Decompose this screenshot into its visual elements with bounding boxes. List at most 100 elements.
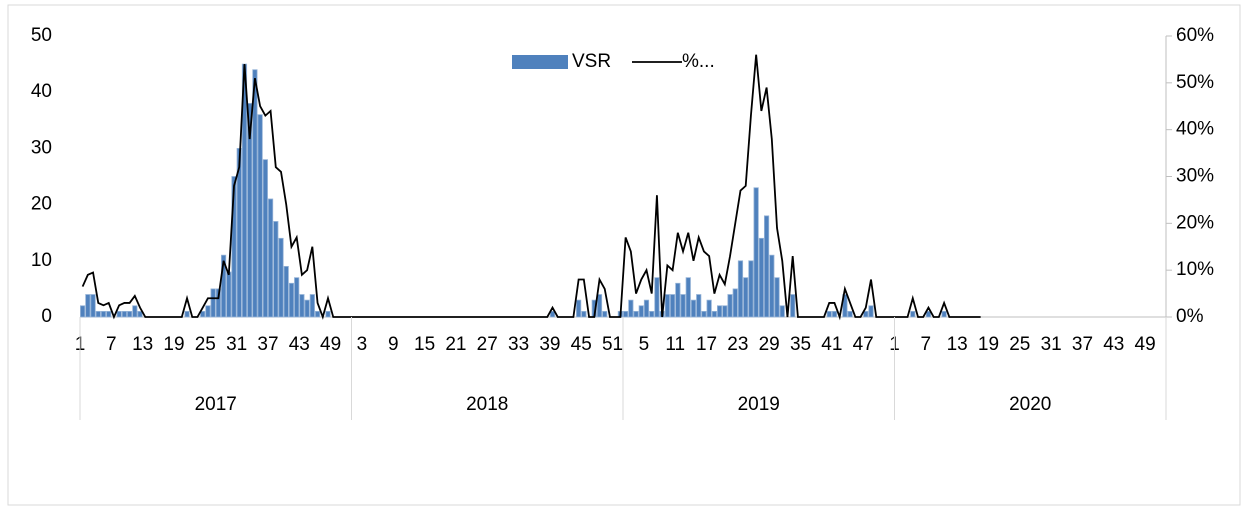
line <box>81 54 981 321</box>
x-tick-label: 27 <box>477 334 498 355</box>
bar <box>863 310 869 318</box>
bar <box>549 310 556 318</box>
bar <box>304 299 310 318</box>
x-tick-label: 45 <box>571 334 592 355</box>
bar <box>283 266 289 318</box>
bar <box>769 254 775 318</box>
bar <box>236 147 242 318</box>
bar <box>649 310 655 318</box>
bar <box>826 310 832 318</box>
bar <box>262 159 268 318</box>
bar <box>722 305 728 318</box>
y-tick-label: 0 <box>41 306 52 327</box>
bar <box>252 69 258 318</box>
bar <box>596 294 603 318</box>
bar <box>706 299 712 318</box>
bar <box>743 277 749 318</box>
x-tick-label: 39 <box>539 334 560 355</box>
x-tick-label: 7 <box>106 334 117 355</box>
legend-swatch <box>512 55 568 69</box>
y2-tick-label: 50% <box>1176 72 1214 93</box>
bar <box>90 294 96 318</box>
x-tick-label: 31 <box>226 334 247 355</box>
x-tick-label: 11 <box>665 334 685 355</box>
bar <box>231 176 237 318</box>
bar <box>273 221 279 318</box>
bar <box>925 310 932 318</box>
group-label: 2019 <box>738 394 780 415</box>
bar <box>132 305 138 318</box>
bar <box>576 299 582 318</box>
bar <box>680 294 686 318</box>
bar <box>732 288 738 318</box>
bar <box>664 294 670 318</box>
bar <box>941 310 947 318</box>
x-tick-label: 31 <box>1041 334 1062 355</box>
group-label: 2020 <box>1009 394 1051 415</box>
bar <box>116 310 122 318</box>
bar <box>779 305 785 318</box>
bar <box>716 305 723 318</box>
bar <box>623 310 629 318</box>
x-tick-label: 37 <box>257 334 278 355</box>
x-tick-label: 47 <box>853 334 874 355</box>
bar <box>210 288 216 318</box>
bar <box>226 271 232 318</box>
y-tick-label: 50 <box>31 25 52 46</box>
bar <box>685 277 691 318</box>
y2-tick-label: 10% <box>1176 259 1214 280</box>
bar <box>910 310 916 318</box>
y2-tick-label: 40% <box>1176 119 1214 140</box>
bar <box>220 254 227 318</box>
bar <box>790 294 796 318</box>
x-tick-label: 35 <box>790 334 811 355</box>
y2-tick-label: 20% <box>1176 212 1214 233</box>
legend-label: VSR <box>572 51 611 72</box>
bar <box>95 310 101 318</box>
x-tick-label: 21 <box>445 334 466 355</box>
bar <box>847 310 853 318</box>
bar <box>748 260 754 318</box>
x-tick-label: 51 <box>602 334 623 355</box>
x-tick-label: 25 <box>195 334 216 355</box>
bar <box>774 277 780 318</box>
bar <box>278 237 284 318</box>
bar <box>737 260 744 318</box>
y-tick-label: 20 <box>31 194 52 215</box>
bar <box>763 215 770 318</box>
bar <box>633 310 639 318</box>
x-tick-label: 25 <box>1009 334 1030 355</box>
bar <box>831 310 838 318</box>
bar <box>294 277 300 318</box>
bar <box>727 294 733 318</box>
bar <box>711 310 717 318</box>
bar <box>247 103 253 318</box>
y-tick-label: 10 <box>31 250 52 271</box>
bar <box>309 294 315 318</box>
bar <box>127 310 133 318</box>
y2-tick-label: 0% <box>1176 306 1204 327</box>
bar <box>638 305 644 318</box>
x-tick-label: 29 <box>759 334 780 355</box>
x-tick-label: 33 <box>508 334 529 355</box>
x-tick-label: 49 <box>1135 334 1156 355</box>
bar <box>80 305 86 318</box>
bar <box>753 187 759 318</box>
bar <box>184 310 190 318</box>
bar <box>299 294 305 318</box>
bar <box>257 114 263 318</box>
group-label: 2017 <box>195 394 237 415</box>
bar <box>842 294 848 318</box>
bar <box>325 310 331 318</box>
x-tick-label: 49 <box>320 334 341 355</box>
x-tick-label: 9 <box>388 334 399 355</box>
bar <box>602 310 608 318</box>
x-tick-label: 15 <box>414 334 435 355</box>
bar <box>288 282 295 318</box>
bar <box>215 288 221 318</box>
bar <box>100 310 107 318</box>
bar <box>267 198 274 318</box>
bar <box>581 310 587 318</box>
x-tick-label: 37 <box>1072 334 1093 355</box>
